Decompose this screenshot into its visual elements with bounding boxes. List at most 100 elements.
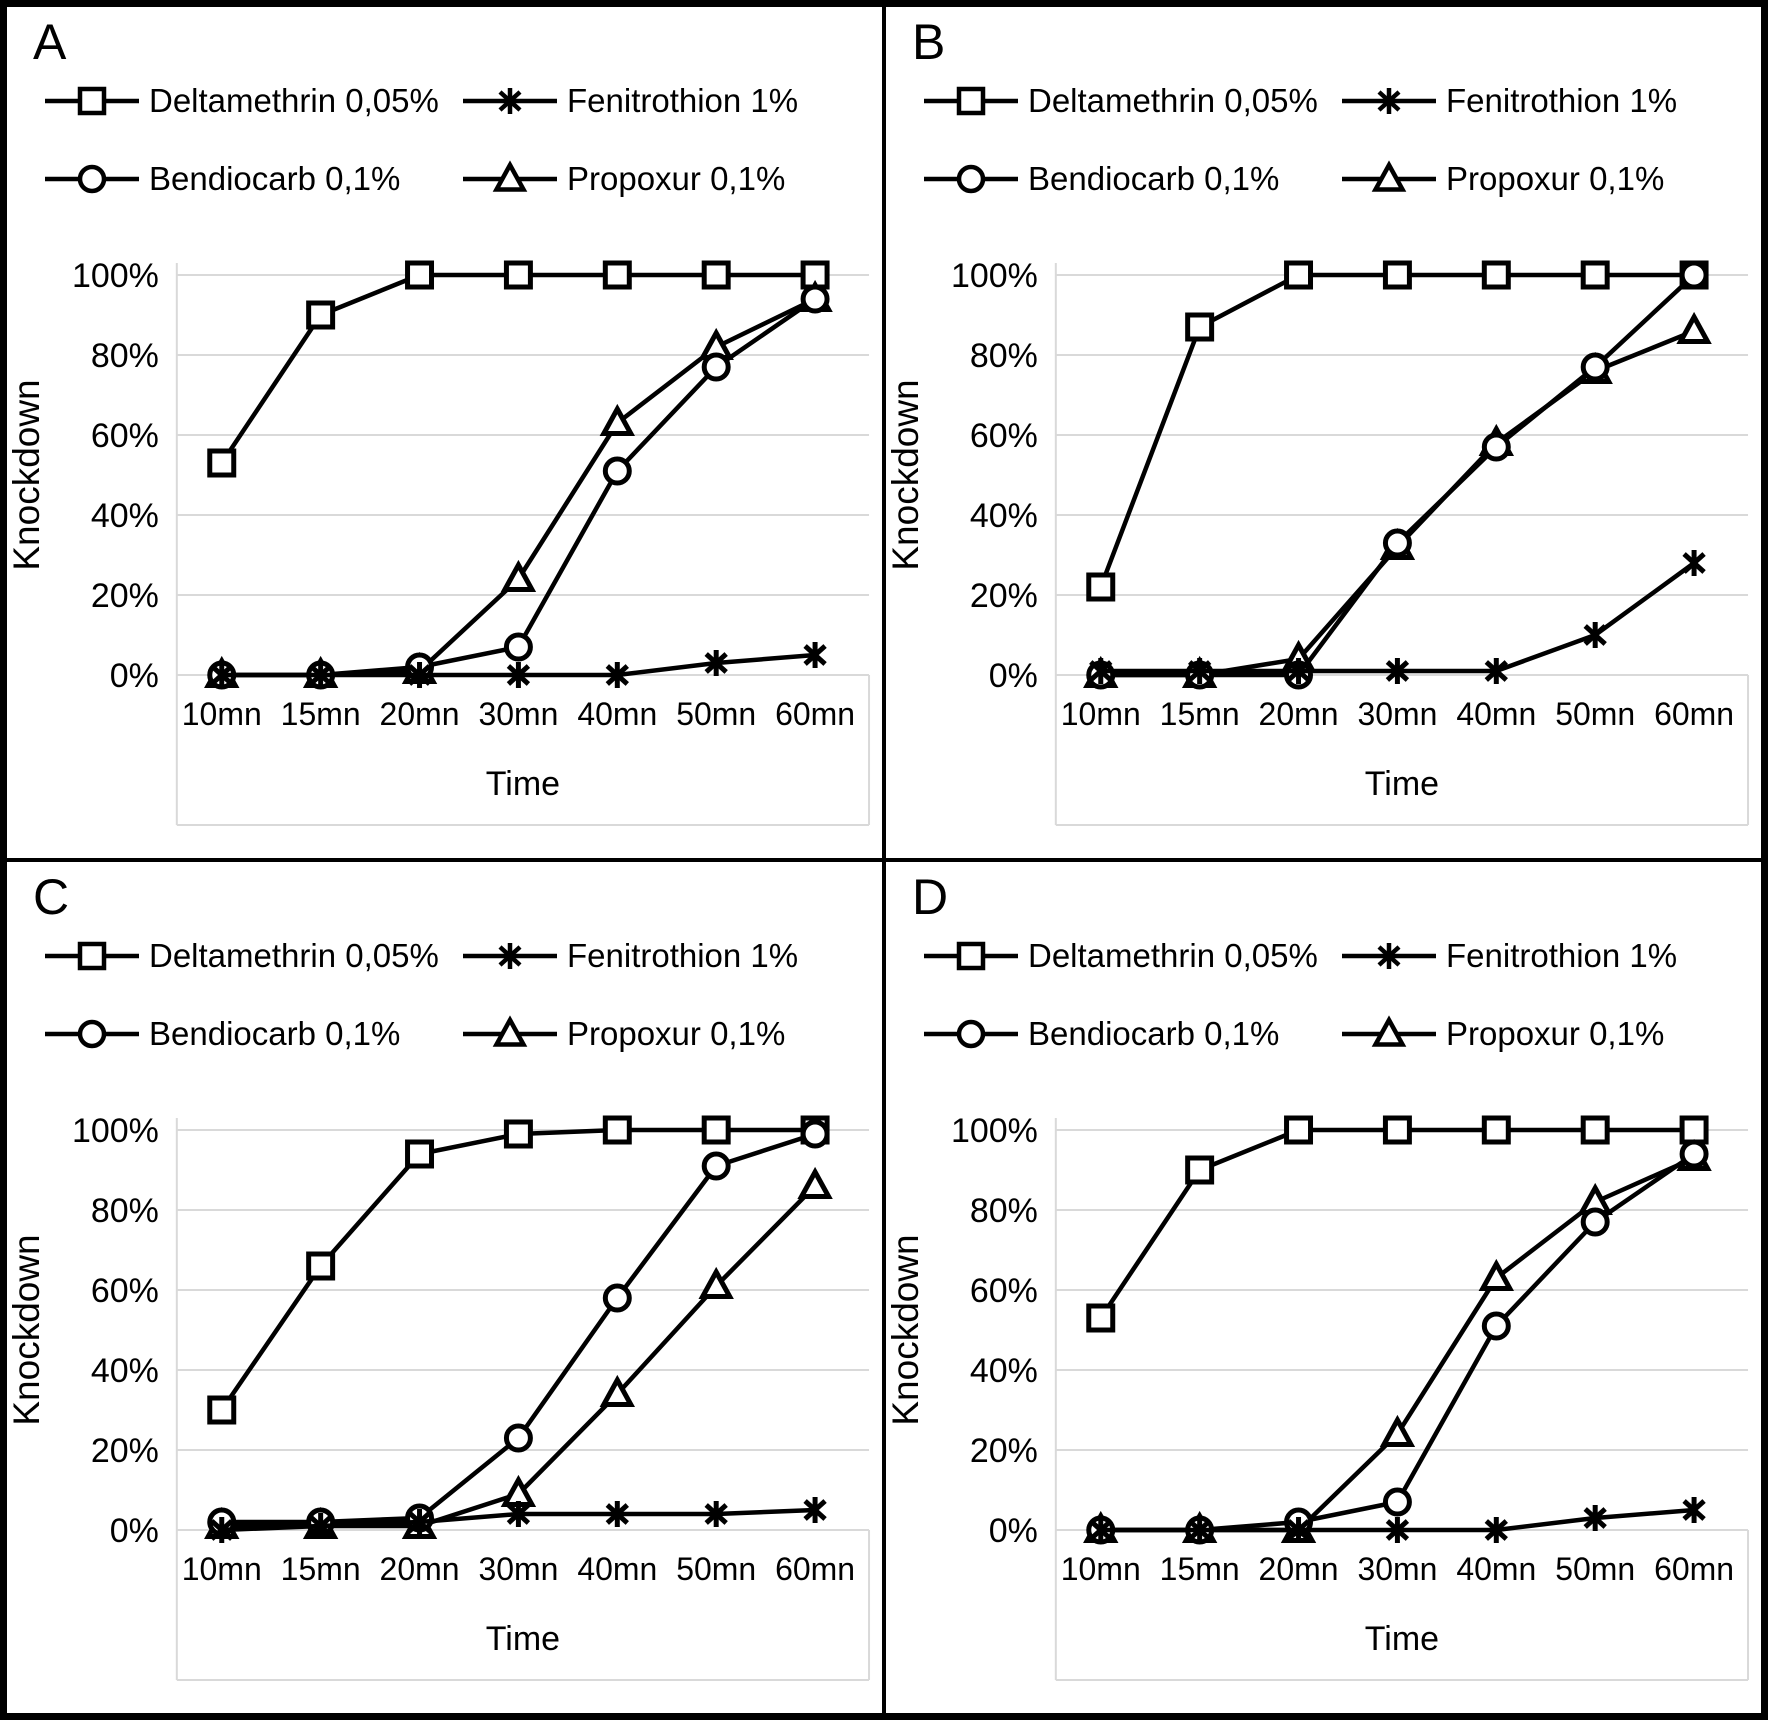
y-tick-label: 20% (970, 1432, 1038, 1470)
legend-item: Bendiocarb 0,1% (45, 159, 463, 199)
triangle-marker-icon (1478, 1258, 1515, 1291)
asterisk-marker-icon (803, 642, 827, 668)
y-axis-title: Knockdown (886, 1234, 926, 1425)
square-marker-icon (956, 86, 986, 116)
legend-label: Deltamethrin 0,05% (149, 937, 439, 974)
series-line (221, 1131, 816, 1525)
triangle-marker-icon (599, 403, 636, 436)
x-tick-label: 15mn (1160, 696, 1240, 732)
series-circle (1086, 1139, 1709, 1545)
series-triangle (204, 1166, 833, 1539)
series-triangle (1083, 1138, 1712, 1543)
legend-item: Bendiocarb 0,1% (45, 1014, 463, 1054)
legend-label: Propoxur 0,1% (1446, 160, 1665, 197)
legend-item: Propoxur 0,1% (1342, 159, 1761, 199)
square-marker-icon (701, 260, 731, 290)
legend-swatch (463, 943, 557, 969)
x-tick-label: 40mn (577, 1551, 657, 1587)
x-tick-label: 15mn (281, 1551, 361, 1587)
asterisk-marker-icon (1682, 1497, 1706, 1523)
series-asterisk (210, 642, 827, 688)
asterisk-marker-icon (1377, 943, 1401, 969)
legend-swatch (924, 86, 1018, 116)
square-marker-icon (1679, 1115, 1709, 1145)
y-tick-label: 60% (970, 1272, 1038, 1310)
asterisk-marker-icon (1187, 658, 1212, 684)
square-marker-icon (1185, 312, 1215, 342)
x-tick-label: 50mn (676, 1551, 756, 1587)
panel-label-b: B (912, 14, 946, 70)
asterisk-marker-icon (704, 1501, 728, 1527)
panel-label-a: A (33, 14, 67, 70)
x-tick-label: 60mn (775, 696, 855, 732)
square-marker-icon (701, 1115, 731, 1145)
legend-swatch (45, 86, 139, 116)
circle-marker-icon (503, 1423, 533, 1453)
square-marker-icon (1086, 572, 1116, 602)
series-asterisk (210, 1497, 827, 1543)
asterisk-marker-icon (803, 1497, 827, 1523)
x-tick-label: 60mn (1654, 1551, 1734, 1587)
triangle-marker-icon (1676, 311, 1712, 344)
square-marker-icon (1382, 260, 1412, 290)
x-tick-label: 10mn (1061, 696, 1141, 732)
chart-c: 0% 20% 40% 60% 80% 100% Knockdown 10mn 15mn 20mn 3… (7, 1112, 871, 1681)
x-axis-title: Time (486, 765, 560, 803)
legend-item: Deltamethrin 0,05% (45, 81, 463, 121)
asterisk-marker-icon (1583, 622, 1607, 648)
y-tick-label: 80% (91, 1192, 159, 1230)
square-marker-icon (1086, 1303, 1116, 1333)
x-axis: 10mn 15mn 20mn 30mn 40mn 50mn 60mn Time (1061, 1551, 1734, 1658)
asterisk-marker-icon (1187, 1517, 1212, 1543)
square-marker-icon (405, 260, 435, 290)
y-axis: 0% 20% 40% 60% 80% 100% Knockdown (7, 257, 159, 695)
legend-a: Deltamethrin 0,05% Fenitrothion 1% Bendioc… (45, 81, 882, 199)
asterisk-marker-icon (605, 1501, 629, 1527)
circle-marker-icon (503, 632, 533, 662)
x-tick-label: 30mn (1357, 1551, 1437, 1587)
legend-b: Deltamethrin 0,05% Fenitrothion 1% Bendioc… (924, 81, 1761, 199)
triangle-marker-icon (1379, 1414, 1416, 1447)
plot-frame (175, 263, 871, 826)
asterisk-marker-icon (1583, 1505, 1607, 1531)
x-tick-label: 40mn (577, 696, 657, 732)
asterisk-marker-icon (1089, 1517, 1113, 1543)
series-square (1086, 1115, 1709, 1333)
x-tick-label: 30mn (478, 1551, 558, 1587)
x-tick-label: 20mn (380, 1551, 460, 1587)
square-marker-icon (602, 260, 632, 290)
series-asterisk (1089, 1497, 1706, 1543)
asterisk-marker-icon (605, 662, 629, 688)
triangle-marker-icon (599, 1374, 636, 1407)
legend-swatch (463, 88, 557, 114)
x-tick-label: 10mn (182, 1551, 262, 1587)
legend-c: Deltamethrin 0,05% Fenitrothion 1% Bendioc… (45, 936, 882, 1054)
circle-marker-icon (1580, 352, 1610, 382)
triangle-marker-icon (492, 160, 528, 192)
x-tick-label: 40mn (1456, 696, 1536, 732)
circle-marker-icon (77, 1019, 107, 1049)
chart-a: 0% 20% 40% 60% 80% 100% Knockdown 10mn 15mn 20mn 3… (7, 257, 871, 826)
legend-item: Propoxur 0,1% (1342, 1014, 1761, 1054)
x-axis: 10mn 15mn 20mn 30mn 40mn 50mn 60mn Time (182, 1551, 855, 1658)
y-tick-label: 100% (951, 1112, 1038, 1150)
circle-marker-icon (1382, 1487, 1412, 1517)
legend-swatch (45, 941, 139, 971)
legend-swatch (1342, 1015, 1436, 1047)
square-marker-icon (77, 941, 107, 971)
square-marker-icon (1284, 260, 1314, 290)
legend-swatch (45, 164, 139, 194)
y-tick-label: 40% (91, 497, 159, 535)
y-axis: 0% 20% 40% 60% 80% 100% Knockdown (886, 257, 1038, 695)
y-tick-label: 100% (72, 1112, 159, 1150)
square-marker-icon (602, 1115, 632, 1145)
legend-swatch (463, 1015, 557, 1047)
legend-label: Fenitrothion 1% (567, 82, 799, 119)
square-marker-icon (1580, 1115, 1610, 1145)
chart-b: 0% 20% 40% 60% 80% 100% Knockdown 10mn 15mn 20mn 3… (886, 257, 1750, 826)
y-axis: 0% 20% 40% 60% 80% 100% Knockdown (7, 1112, 159, 1550)
asterisk-marker-icon (308, 662, 333, 688)
y-tick-label: 20% (91, 577, 159, 615)
circle-marker-icon (701, 1151, 731, 1181)
